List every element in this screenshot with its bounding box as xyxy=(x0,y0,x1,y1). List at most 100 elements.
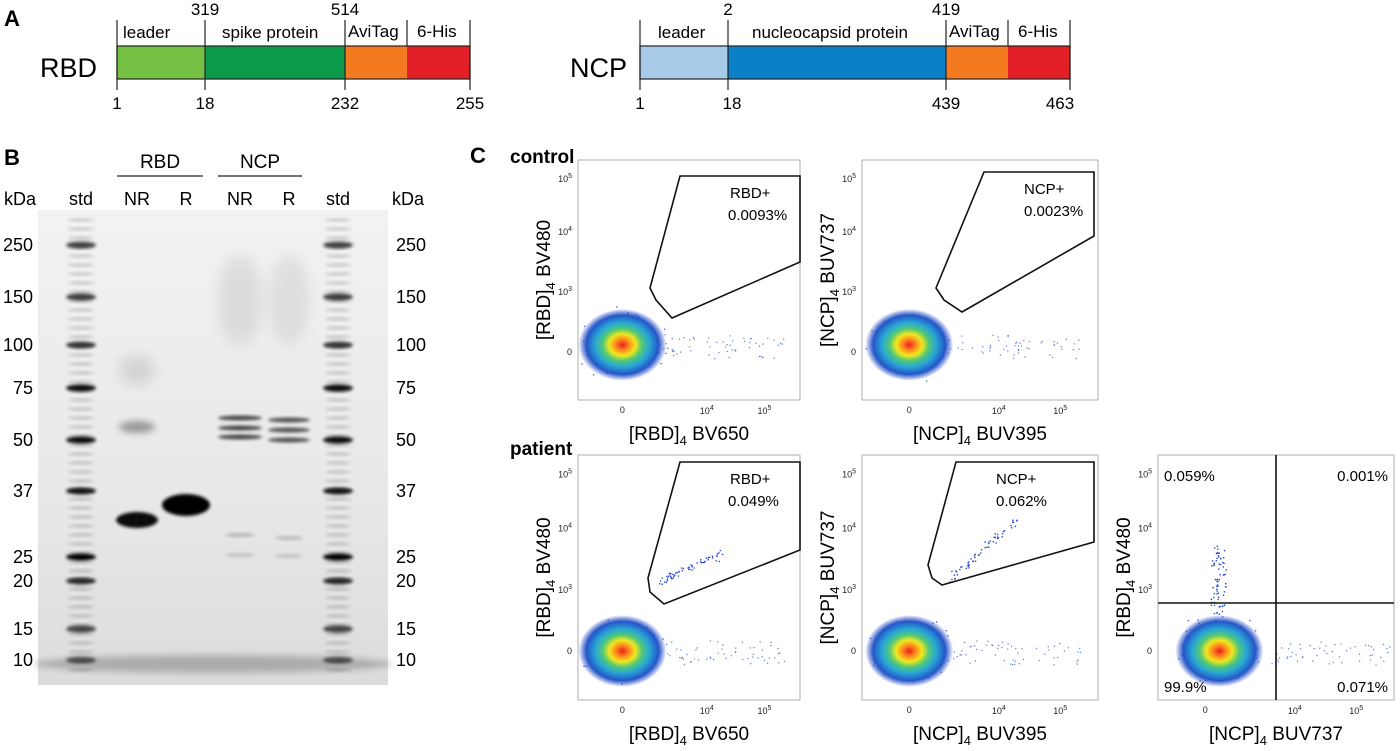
gel-band-ncp-nr xyxy=(218,415,262,421)
gel-marker-right: 75 xyxy=(396,378,416,398)
flow-plot: 0.059% 0.001% 99.9% 0.071% 0 104 105 0 103 104 105… xyxy=(1114,454,1395,748)
tick-label: 105 xyxy=(558,173,572,184)
gate-percentage: 0.0023% xyxy=(1024,203,1083,220)
gel-ladder-smear xyxy=(68,416,94,420)
gel-ladder-smear xyxy=(68,407,94,411)
quadrant-top-left: 0.059% xyxy=(1164,468,1215,485)
tick-label: 105 xyxy=(1053,405,1067,416)
plot-frame xyxy=(861,159,1099,401)
ncp-his-label: 6-His xyxy=(1018,22,1058,41)
gel-ladder-smear xyxy=(68,263,94,267)
gel-ladder-smear xyxy=(68,623,94,627)
plot-frame xyxy=(577,159,801,401)
gel-marker-right: 100 xyxy=(396,335,426,355)
gel-ladder-smear xyxy=(68,272,94,276)
tick-label: 105 xyxy=(1053,705,1067,716)
gel-ladder-band xyxy=(66,625,96,633)
gel-ladder-smear xyxy=(68,515,94,519)
construct-rbd: RBD leader spike protein AviTag 6-His 31… xyxy=(40,0,484,113)
gate-label: RBD+ xyxy=(730,185,771,202)
gel-ladder-smear xyxy=(325,596,351,600)
tick-label: 0 xyxy=(851,347,856,357)
rbd-spike-segment xyxy=(205,46,345,79)
tick-label: 0 xyxy=(620,705,625,715)
plot-frame xyxy=(861,454,1099,701)
gel-marker-right: 150 xyxy=(396,287,426,307)
gel-ladder-smear xyxy=(68,326,94,330)
gel-ladder-smear xyxy=(68,362,94,366)
rbd-top-number: 514 xyxy=(331,0,359,19)
gel-ladder-smear xyxy=(68,533,94,537)
ncp-leader-label: leader xyxy=(658,23,706,42)
gel-ladder-smear xyxy=(325,227,351,231)
tick-label: 103 xyxy=(558,286,572,297)
ncp-bottom-number: 1 xyxy=(635,94,644,113)
tick-label: 104 xyxy=(700,705,714,716)
x-axis-label: [NCP]4 BUV737 xyxy=(1209,724,1343,746)
panel-label-c: C xyxy=(470,143,486,168)
gel-marker-left: 20 xyxy=(13,571,33,591)
gel-ladder-smear xyxy=(325,371,351,375)
gel-band-rbd-nr xyxy=(116,512,158,528)
gel-dye-front xyxy=(33,655,393,673)
x-axis-label: [RBD]4 BV650 xyxy=(629,724,749,746)
gel-ladder-smear xyxy=(325,326,351,330)
construct-ncp-name: NCP xyxy=(570,53,627,83)
tick-label: 0 xyxy=(851,646,856,656)
gel-ladder-smear xyxy=(325,461,351,465)
plot-frame xyxy=(577,454,801,701)
flow-plot: RBD+ 0.0093% 0 104 105 0 103 104 105 [RBD]4 BV650… xyxy=(534,159,801,448)
gel-ladder-smear xyxy=(68,299,94,303)
panel-label-b: B xyxy=(4,145,20,170)
gel-ladder-smear xyxy=(68,227,94,231)
gel-ladder-smear xyxy=(325,443,351,447)
gel-ladder-smear xyxy=(325,398,351,402)
tick-label: 0 xyxy=(567,347,572,357)
gel-smear xyxy=(218,255,262,345)
tick-label: 103 xyxy=(842,584,856,595)
gel-ladder-smear xyxy=(325,650,351,654)
axis-ticks: 0 104 105 0 103 104 105 xyxy=(558,469,771,716)
gel-ladder-smear xyxy=(68,497,94,501)
gel-ladder-smear xyxy=(325,452,351,456)
gel-ladder-smear xyxy=(325,236,351,240)
gel-ladder-smear xyxy=(68,290,94,294)
ncp-nucleocapsid-segment xyxy=(728,46,946,79)
gel-marker-left: 50 xyxy=(13,430,33,450)
gel-ladder-smear xyxy=(68,425,94,429)
gel-ladder-smear xyxy=(68,569,94,573)
tick-label: 105 xyxy=(758,405,772,416)
gel-ladder-smear xyxy=(68,371,94,375)
gel-ladder-smear xyxy=(325,218,351,222)
gel-ladder-band xyxy=(323,341,353,349)
gel-ladder-smear xyxy=(68,461,94,465)
gel-ladder-band xyxy=(323,553,353,561)
rbd-bottom-number: 232 xyxy=(331,94,359,113)
ncp-bottom-number: 439 xyxy=(932,94,960,113)
construct-rbd-name: RBD xyxy=(40,53,97,83)
gel-ladder-smear xyxy=(68,308,94,312)
y-axis-label: [RBD]4 BV480 xyxy=(534,517,558,637)
tick-label: 104 xyxy=(1138,523,1152,534)
gel-group-ncp: NCP xyxy=(240,152,280,173)
gel-band-ncp-nr xyxy=(218,425,262,431)
tick-label: 0 xyxy=(620,405,625,415)
density-core xyxy=(578,308,667,381)
quadrant-bottom-right: 0.071% xyxy=(1337,679,1388,696)
gate-percentage: 0.062% xyxy=(996,493,1047,510)
gel-ladder-smear xyxy=(68,587,94,591)
y-axis-label: [RBD]4 BV480 xyxy=(534,220,558,340)
gel-ladder-smear xyxy=(68,542,94,546)
quadrant-bottom-left: 99.9% xyxy=(1164,679,1207,696)
gel-ladder-smear xyxy=(325,416,351,420)
gel-ladder-band xyxy=(66,436,96,444)
tick-label: 103 xyxy=(842,286,856,297)
gel-ladder-smear xyxy=(68,434,94,438)
gate-polygon xyxy=(935,171,1095,313)
gel-ladder-smear xyxy=(68,398,94,402)
tick-label: 103 xyxy=(558,584,572,595)
gate-label: RBD+ xyxy=(730,471,771,488)
gel-band-ncp-r-minor xyxy=(275,536,303,540)
gel-ladder-smear xyxy=(325,587,351,591)
gel-ladder-smear xyxy=(325,560,351,564)
